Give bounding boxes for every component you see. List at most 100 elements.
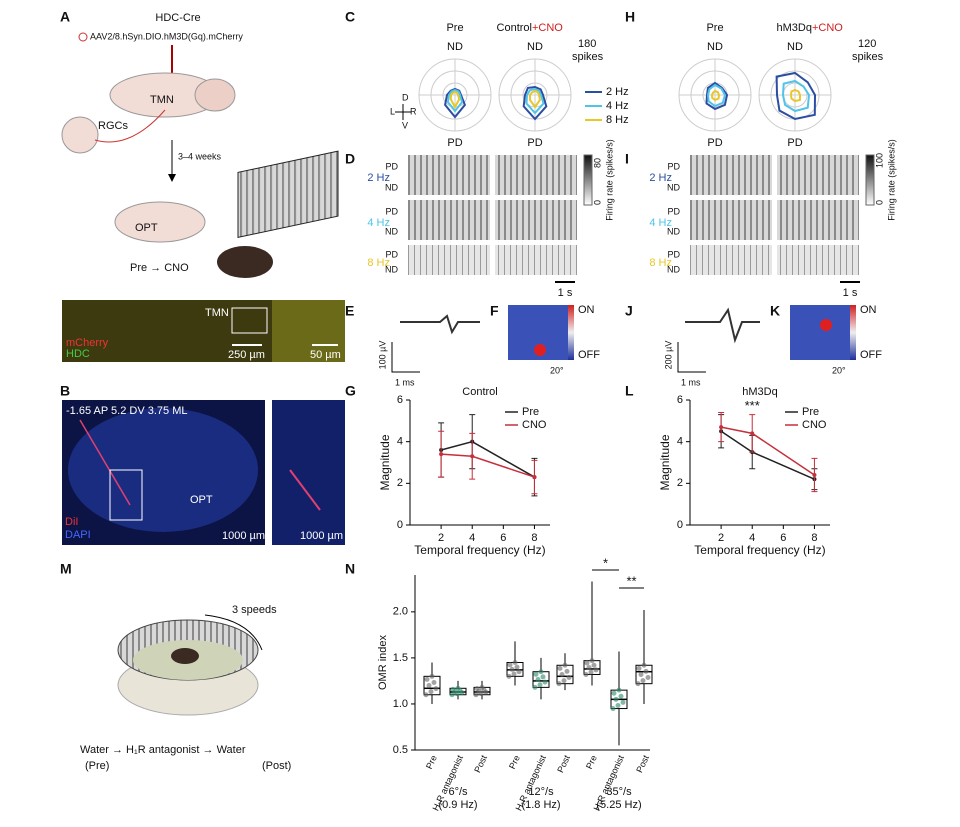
- point-deco: [557, 665, 563, 671]
- label: 100 µV: [377, 341, 387, 370]
- roi: [109, 469, 143, 521]
- label: 1 s: [843, 287, 858, 299]
- track: [79, 419, 131, 506]
- label: PD: [667, 249, 680, 259]
- colorbar-label: 100: [874, 153, 884, 168]
- label: Control: [497, 22, 532, 34]
- label: -1.65 AP 5.2 DV 3.75 ML: [66, 405, 187, 417]
- label: 1000 µm: [300, 530, 343, 542]
- point-deco: [613, 696, 619, 702]
- histology-zoom: [272, 300, 345, 362]
- raster: [777, 200, 859, 240]
- row-label: 2 Hz: [367, 172, 390, 184]
- panel-letter: E: [345, 303, 354, 319]
- tuning-curve: [525, 87, 545, 115]
- point-deco: [506, 673, 512, 679]
- point-deco: [559, 671, 565, 677]
- label: mCherry: [66, 337, 109, 349]
- point-deco: [638, 671, 644, 677]
- panel-letter: N: [345, 561, 355, 577]
- tuning-curve: [446, 88, 464, 113]
- group-label: (5.25 Hz): [596, 799, 641, 811]
- point-deco: [535, 677, 541, 683]
- label: 1 ms: [395, 377, 415, 387]
- tuning-curve: [522, 85, 548, 121]
- point-deco: [433, 686, 439, 692]
- point-deco: [645, 675, 651, 681]
- label: ND: [667, 264, 680, 274]
- rf-spot: [534, 344, 546, 356]
- label: (Pre): [85, 760, 109, 772]
- x-tick-label: 6: [780, 532, 786, 544]
- panel-letter: L: [625, 383, 634, 399]
- y-axis-label: OMR index: [377, 634, 389, 690]
- point-deco: [616, 687, 622, 693]
- histology-zoom: [272, 400, 345, 545]
- point-deco: [564, 668, 570, 674]
- x-tick-label: Post: [472, 753, 489, 774]
- colorbar-label: 80: [592, 158, 602, 168]
- x-tick-label: Pre: [424, 754, 439, 771]
- y-tick-label: 1.0: [393, 698, 408, 710]
- x-axis-label: Temporal frequency (Hz): [414, 543, 545, 557]
- label: DAPI: [65, 529, 91, 541]
- point-deco: [591, 662, 597, 668]
- group-label: 6°/s: [448, 786, 468, 798]
- point-deco: [474, 686, 480, 692]
- label: HDC-Cre: [155, 12, 200, 24]
- label: 1 s: [558, 287, 573, 299]
- colorbar-title: Firing rate (spikes/s): [604, 139, 614, 221]
- label: ND: [527, 41, 543, 53]
- label: hM3Dq: [777, 22, 812, 34]
- panel-letter: G: [345, 383, 356, 399]
- point-deco: [514, 664, 520, 670]
- point: [439, 452, 444, 457]
- label: ND: [385, 264, 398, 274]
- panel-c: Pre Control +CNO 180 spikes D L R V: [390, 22, 604, 130]
- x-tick-label: 2: [438, 532, 444, 544]
- x-tick-label: Pre: [507, 754, 522, 771]
- raster: [408, 245, 490, 275]
- label: ND: [385, 182, 398, 192]
- colorbar: [850, 305, 856, 360]
- tuning-curve: [449, 90, 461, 110]
- x-tick-label: 8: [531, 532, 537, 544]
- waveforms: 100 µV 1 ms 200 µV 1 ms ON OFF 20° ON OF…: [377, 304, 882, 387]
- brain: [114, 201, 206, 243]
- panel-letter: A: [60, 9, 70, 25]
- row-label: 4 Hz: [649, 217, 672, 229]
- label: PD: [667, 161, 680, 171]
- label: Pre: [706, 22, 723, 34]
- label: ND: [385, 226, 398, 236]
- point-deco: [511, 671, 517, 677]
- label: DiI: [65, 516, 78, 528]
- legend-label: 8 Hz: [606, 114, 629, 126]
- label: 250 µm: [228, 349, 265, 361]
- label: ND: [707, 41, 723, 53]
- tuning-curve: [775, 71, 817, 121]
- point-deco: [584, 660, 590, 666]
- x-tick-label: 2: [718, 532, 724, 544]
- label: TMN: [205, 307, 229, 319]
- x-tick-label: Post: [555, 753, 572, 774]
- label: D: [402, 92, 409, 102]
- label: (Post): [262, 760, 291, 772]
- colorbar: [865, 154, 875, 206]
- line: [720, 426, 815, 476]
- point-deco: [610, 706, 616, 712]
- label: PD: [385, 249, 398, 259]
- label: 3–4 weeks: [178, 151, 222, 161]
- label: PD: [447, 137, 462, 149]
- label: 50 µm: [310, 349, 341, 361]
- point-deco: [562, 662, 568, 668]
- label: AAV2/8.hSyn.DIO.hM3D(Gq).mCherry: [90, 31, 243, 41]
- point: [750, 431, 755, 436]
- point-deco: [424, 676, 430, 682]
- point-deco: [450, 686, 456, 692]
- label: PD: [787, 137, 802, 149]
- x-axis-label: Temporal frequency (Hz): [694, 543, 825, 557]
- tuning-curve: [706, 83, 727, 108]
- panel-h: Pre hM3Dq +CNO 120 spikes: [706, 22, 883, 63]
- chart-title: Control: [462, 386, 497, 398]
- point-deco: [537, 682, 543, 688]
